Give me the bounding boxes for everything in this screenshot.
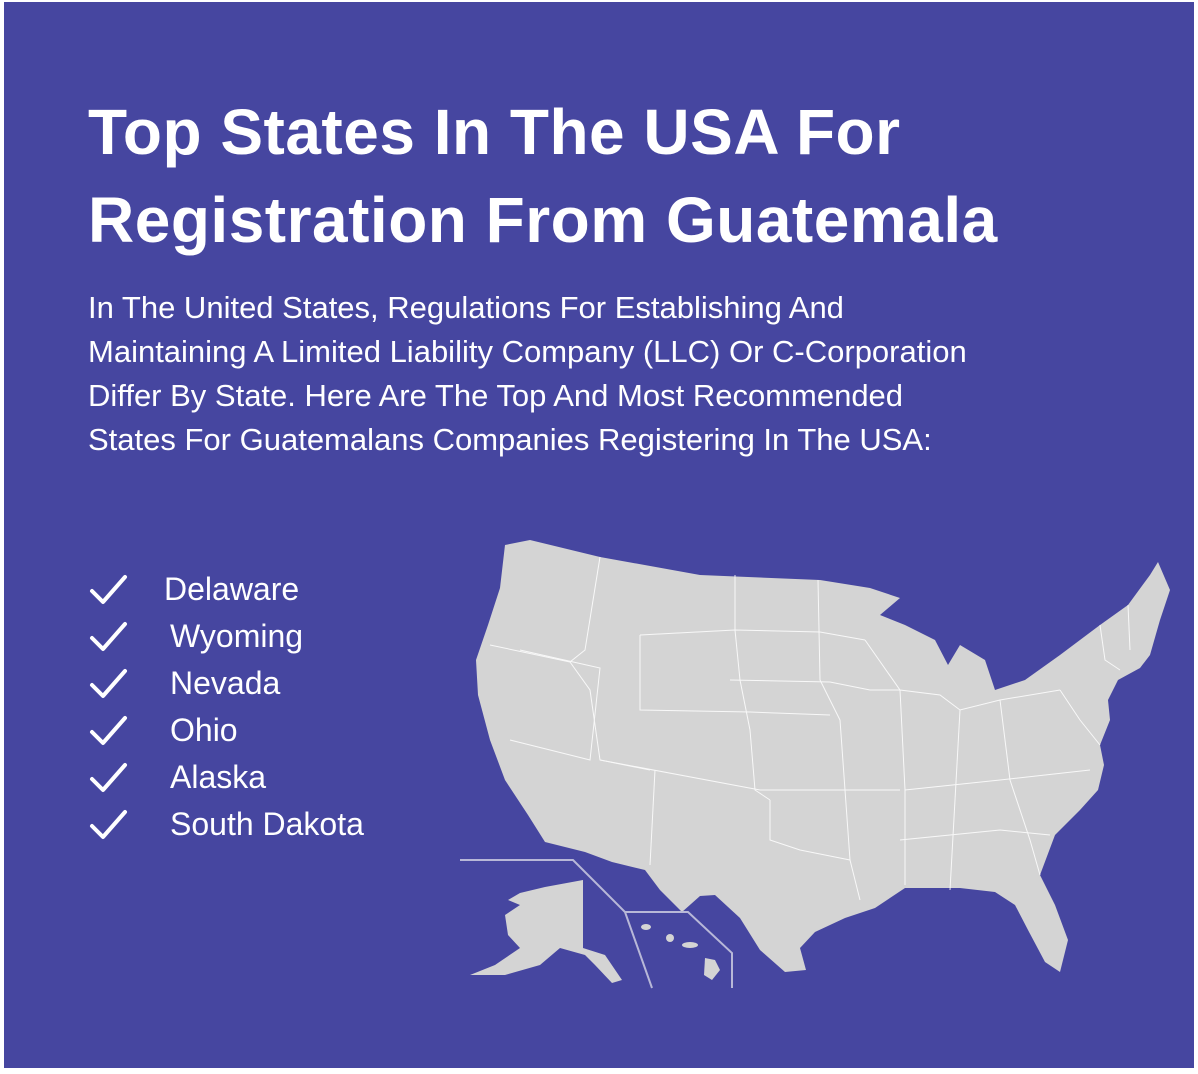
list-item: Nevada [88, 660, 364, 707]
contiguous-us-map [476, 540, 1170, 972]
state-label: Nevada [170, 665, 281, 701]
list-item: Wyoming [88, 613, 364, 660]
checkmark-icon [90, 574, 127, 604]
checkmark-icon [90, 809, 127, 839]
title-line-1: Top States In The USA For [88, 96, 901, 168]
checkmark-icon [90, 715, 127, 745]
hawaii-map [641, 924, 720, 980]
page-title: Top States In The USA For Registration F… [88, 88, 998, 264]
state-label: Wyoming [170, 618, 304, 654]
infographic-card: Top States In The USA For Registration F… [4, 2, 1194, 1068]
checkmark-icon [90, 668, 127, 698]
state-label: Delaware [164, 571, 300, 607]
list-item: Ohio [88, 707, 364, 754]
list-item: Delaware [88, 566, 364, 613]
list-item: Alaska [88, 754, 364, 801]
alaska-map [470, 880, 622, 983]
title-line-2: Registration From Guatemala [88, 184, 998, 256]
checkmark-icon [90, 762, 127, 792]
state-label: South Dakota [170, 806, 364, 842]
state-label: Alaska [170, 759, 267, 795]
states-list: Delaware Wyoming Nevada Ohio Alaska Sout… [88, 566, 364, 848]
inset-borders [460, 859, 733, 989]
intro-paragraph: In The United States, Regulations For Es… [88, 290, 967, 457]
state-label: Ohio [170, 712, 238, 748]
list-item: South Dakota [88, 801, 364, 848]
checkmark-icon [90, 621, 127, 651]
